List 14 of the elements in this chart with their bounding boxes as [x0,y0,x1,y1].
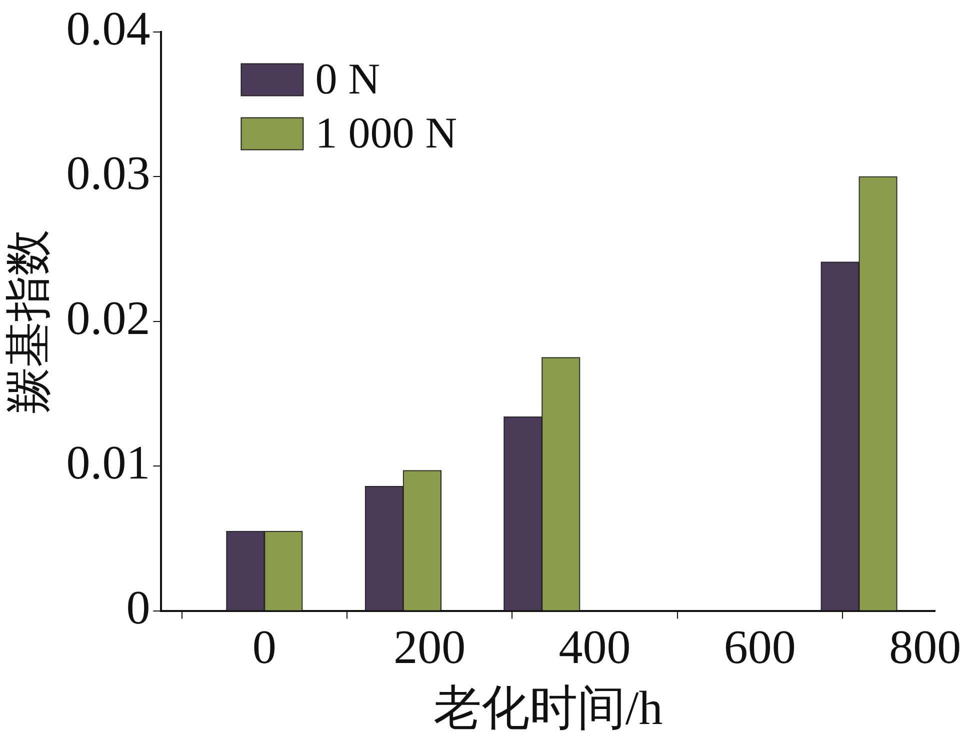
y-tick-label: 0 [126,581,150,634]
x-tick-label: 600 [724,621,796,674]
x-axis-title: 老化时间/h [433,682,663,735]
y-axis-title: 羰基指数 [2,229,54,414]
legend-label: 0 N [315,54,380,104]
x-tick-label: 200 [394,621,466,674]
x-tick-label: 400 [558,621,631,674]
x-tick-label: 800 [889,621,962,674]
y-tick-label: 0.02 [66,292,150,345]
x-tick-label: 0 [252,621,276,674]
y-tick-label: 0.04 [66,2,150,56]
y-tick-label: 0.01 [66,436,150,490]
legend-label: 1 000 N [315,108,457,158]
y-tick-label: 0.03 [66,147,150,200]
